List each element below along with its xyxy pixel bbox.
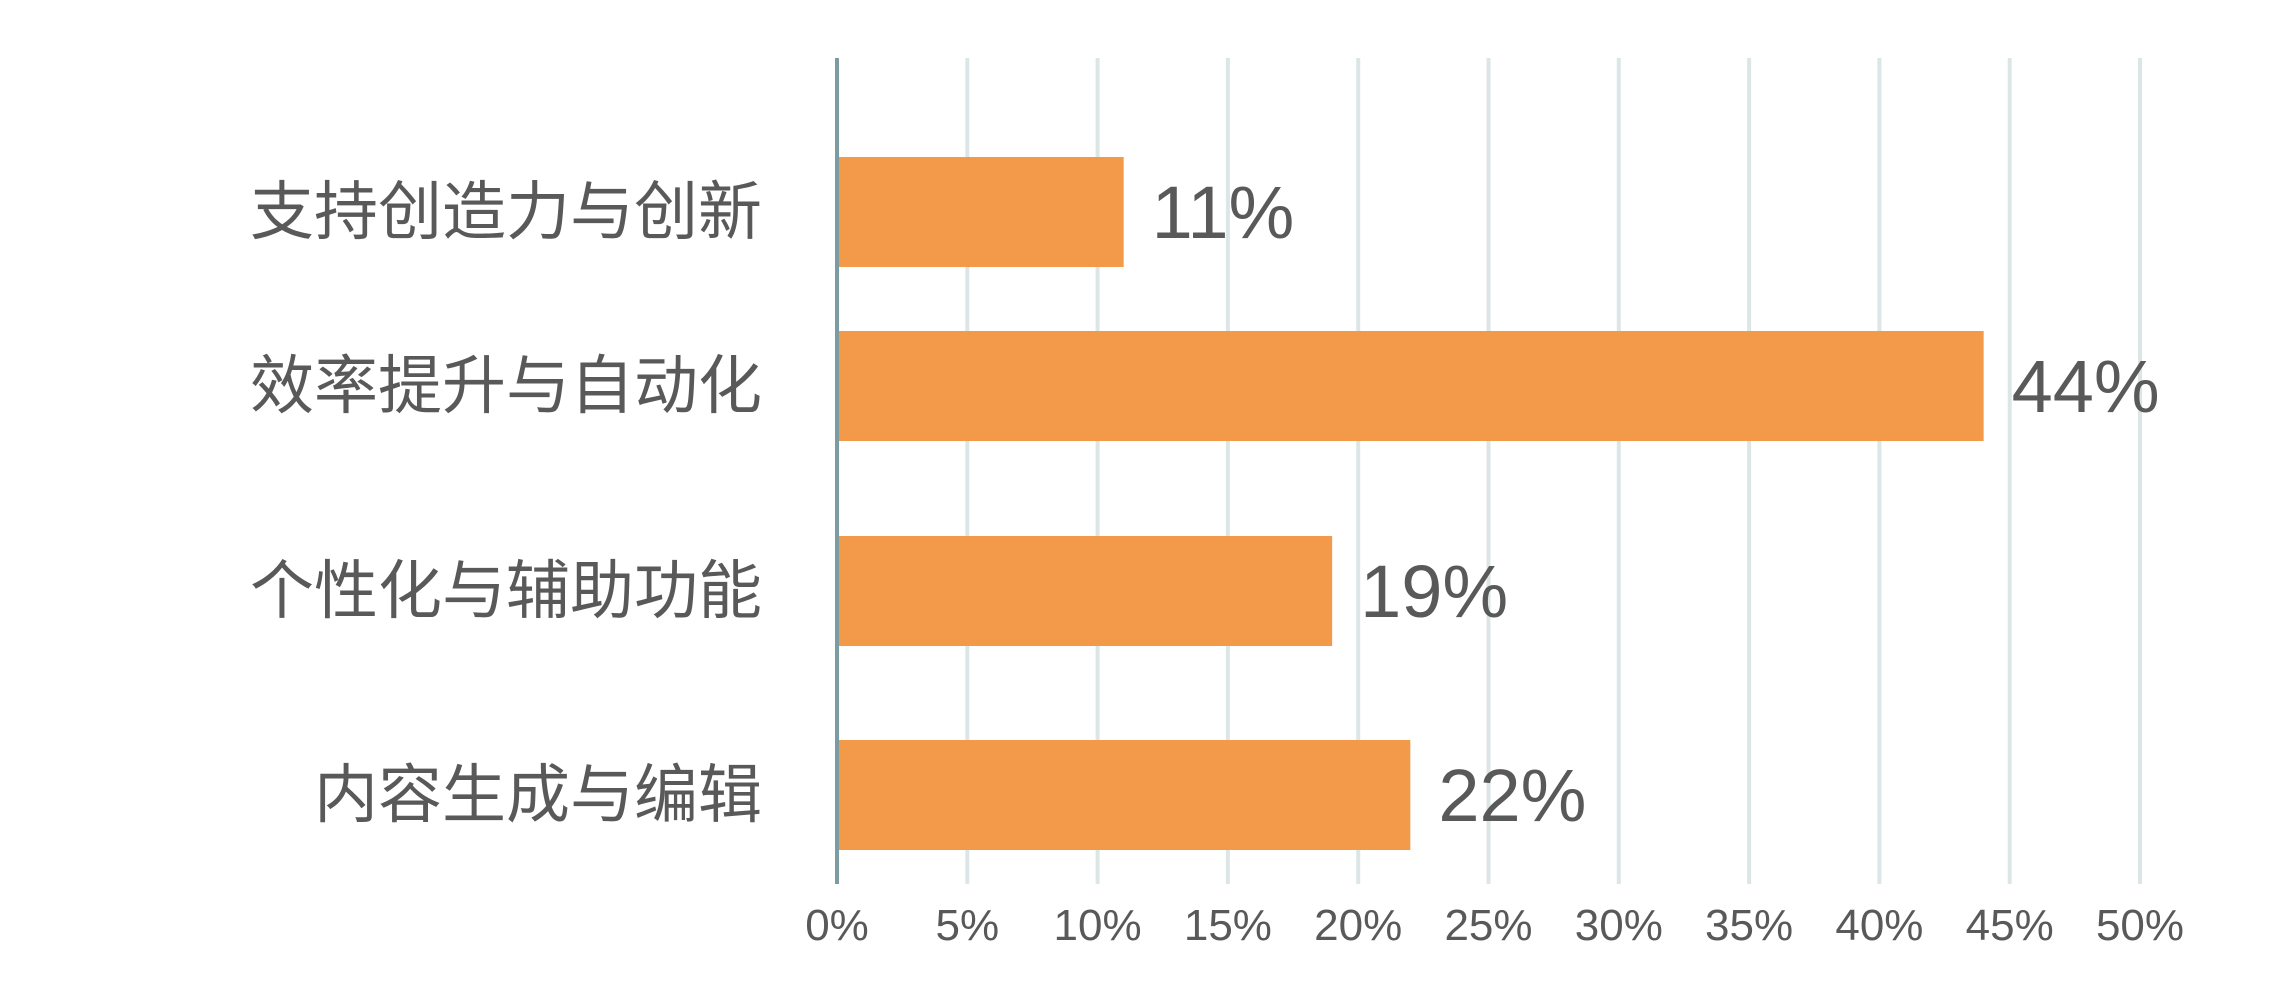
bar <box>837 740 1411 850</box>
x-tick-label: 35% <box>1705 901 1793 950</box>
x-tick-label: 50% <box>2096 901 2184 950</box>
data-label: 22% <box>1438 754 1586 837</box>
x-tick-label: 30% <box>1575 901 1663 950</box>
x-tick-label: 10% <box>1054 901 1142 950</box>
x-tick-label: 45% <box>1966 901 2054 950</box>
category-label: 支持创造力与创新 <box>250 176 762 248</box>
x-tick-label: 0% <box>805 901 869 950</box>
bar <box>837 536 1333 646</box>
category-label: 个性化与辅助功能 <box>250 555 762 627</box>
x-tick-label: 25% <box>1444 901 1532 950</box>
data-label: 44% <box>2012 345 2160 428</box>
x-tick-label: 15% <box>1184 901 1272 950</box>
x-tick-label: 40% <box>1835 901 1923 950</box>
bar <box>837 157 1124 267</box>
x-tick-label: 5% <box>936 901 1000 950</box>
category-label: 内容生成与编辑 <box>314 759 762 831</box>
data-label: 19% <box>1360 550 1508 633</box>
bar <box>837 331 1984 441</box>
x-tick-label: 20% <box>1314 901 1402 950</box>
category-label: 效率提升与自动化 <box>250 350 762 422</box>
data-label: 11% <box>1152 171 1295 254</box>
